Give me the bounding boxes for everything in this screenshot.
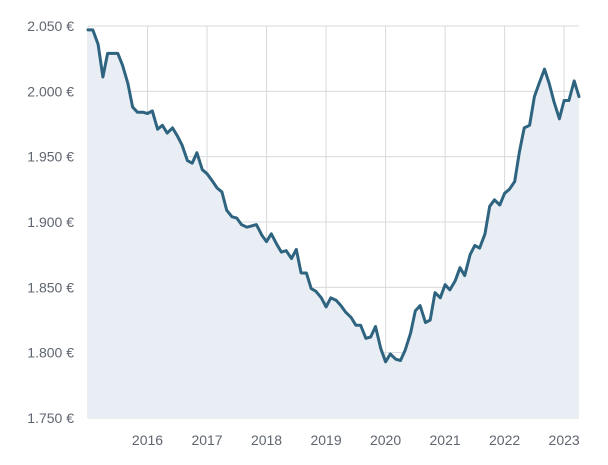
y-axis-ticks: 1.750 € 1.800 € 1.850 € 1.900 € 1.950 € 2.000… — [27, 18, 74, 426]
y-tick-label: 2.050 € — [27, 18, 74, 34]
y-tick-label: 1.900 € — [27, 214, 74, 230]
x-tick-label: 2019 — [310, 432, 341, 448]
x-tick-label: 2016 — [132, 432, 163, 448]
x-axis-ticks: 2016 2017 2018 2019 2020 2021 2022 2023 — [132, 432, 580, 448]
y-tick-label: 1.850 € — [27, 279, 74, 295]
series-line — [86, 28, 581, 364]
series-line-path — [86, 28, 581, 364]
x-tick-label: 2022 — [489, 432, 520, 448]
y-tick-label: 1.750 € — [27, 410, 74, 426]
x-tick-label: 2017 — [191, 432, 222, 448]
y-tick-label: 1.800 € — [27, 345, 74, 361]
x-tick-label: 2020 — [370, 432, 401, 448]
x-tick-label: 2018 — [251, 432, 282, 448]
y-tick-label: 2.000 € — [27, 83, 74, 99]
area-fill — [88, 29, 579, 419]
y-tick-label: 1.950 € — [27, 149, 74, 165]
x-tick-label: 2023 — [549, 432, 580, 448]
series-area — [88, 29, 579, 419]
x-tick-label: 2021 — [430, 432, 461, 448]
